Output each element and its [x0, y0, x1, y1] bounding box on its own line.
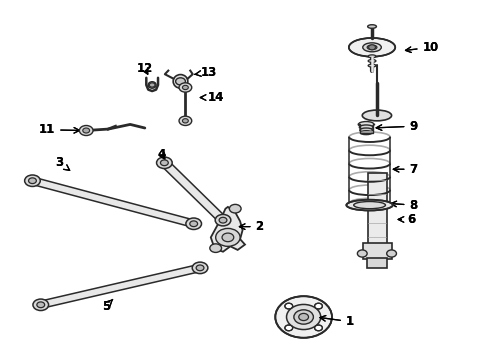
Circle shape: [299, 314, 309, 320]
Text: 3: 3: [55, 156, 70, 170]
Ellipse shape: [173, 75, 188, 88]
Circle shape: [157, 157, 172, 168]
Ellipse shape: [360, 128, 372, 132]
Circle shape: [196, 265, 204, 271]
Circle shape: [215, 215, 231, 226]
Circle shape: [285, 303, 293, 309]
Ellipse shape: [368, 25, 376, 28]
Ellipse shape: [346, 200, 393, 211]
Text: 7: 7: [393, 163, 417, 176]
Polygon shape: [211, 207, 245, 252]
Text: 1: 1: [320, 315, 354, 328]
Text: 6: 6: [398, 213, 415, 226]
Ellipse shape: [359, 125, 373, 130]
Circle shape: [368, 45, 375, 50]
Circle shape: [192, 262, 208, 274]
Text: 7: 7: [393, 163, 417, 176]
Circle shape: [179, 116, 192, 126]
Circle shape: [190, 221, 197, 226]
Circle shape: [83, 128, 90, 133]
Circle shape: [275, 296, 332, 338]
Text: 11: 11: [39, 123, 79, 136]
Text: 8: 8: [391, 199, 417, 212]
Circle shape: [315, 303, 322, 309]
Circle shape: [287, 305, 321, 329]
Ellipse shape: [360, 131, 372, 135]
Polygon shape: [39, 265, 201, 308]
Ellipse shape: [354, 202, 386, 209]
Text: 10: 10: [406, 41, 439, 54]
Text: 9: 9: [376, 120, 417, 133]
Circle shape: [229, 204, 241, 213]
Circle shape: [219, 217, 227, 223]
Circle shape: [222, 233, 234, 242]
Ellipse shape: [367, 45, 377, 50]
FancyBboxPatch shape: [367, 258, 387, 268]
Text: 2: 2: [240, 220, 264, 233]
Circle shape: [357, 250, 367, 257]
FancyBboxPatch shape: [363, 243, 392, 259]
Text: 11: 11: [39, 123, 79, 136]
FancyBboxPatch shape: [368, 173, 387, 244]
Circle shape: [33, 299, 49, 311]
Ellipse shape: [368, 64, 376, 67]
Text: 5: 5: [101, 300, 113, 313]
Circle shape: [37, 302, 45, 308]
Text: 4: 4: [158, 148, 166, 161]
Ellipse shape: [148, 82, 156, 88]
Text: 5: 5: [101, 300, 113, 313]
Text: 12: 12: [137, 62, 153, 75]
Text: 10: 10: [406, 41, 439, 54]
Circle shape: [28, 178, 36, 184]
Circle shape: [79, 126, 93, 135]
Circle shape: [182, 85, 188, 90]
Ellipse shape: [368, 59, 376, 62]
Polygon shape: [160, 161, 227, 222]
Text: 4: 4: [158, 148, 166, 161]
Ellipse shape: [362, 110, 392, 121]
Circle shape: [175, 78, 185, 85]
Circle shape: [387, 250, 396, 257]
Text: 1: 1: [320, 315, 354, 328]
Text: 14: 14: [200, 91, 224, 104]
Text: 9: 9: [376, 120, 417, 133]
Circle shape: [160, 160, 168, 166]
Circle shape: [24, 175, 40, 186]
Circle shape: [216, 228, 240, 246]
Text: 2: 2: [240, 220, 264, 233]
Circle shape: [315, 325, 322, 331]
Circle shape: [182, 119, 188, 123]
Circle shape: [210, 244, 221, 252]
Text: 13: 13: [195, 66, 217, 79]
Polygon shape: [31, 177, 196, 227]
Circle shape: [149, 83, 155, 87]
Ellipse shape: [363, 43, 381, 52]
Text: 3: 3: [55, 156, 70, 170]
Circle shape: [285, 325, 293, 331]
Text: 6: 6: [398, 213, 415, 226]
Ellipse shape: [368, 55, 376, 58]
Text: 12: 12: [137, 62, 153, 75]
Ellipse shape: [358, 122, 374, 127]
Circle shape: [294, 310, 314, 324]
Text: 14: 14: [200, 91, 224, 104]
Circle shape: [186, 218, 201, 229]
Ellipse shape: [349, 38, 395, 57]
Text: 13: 13: [195, 66, 217, 79]
Circle shape: [179, 83, 192, 92]
Text: 8: 8: [391, 199, 417, 212]
